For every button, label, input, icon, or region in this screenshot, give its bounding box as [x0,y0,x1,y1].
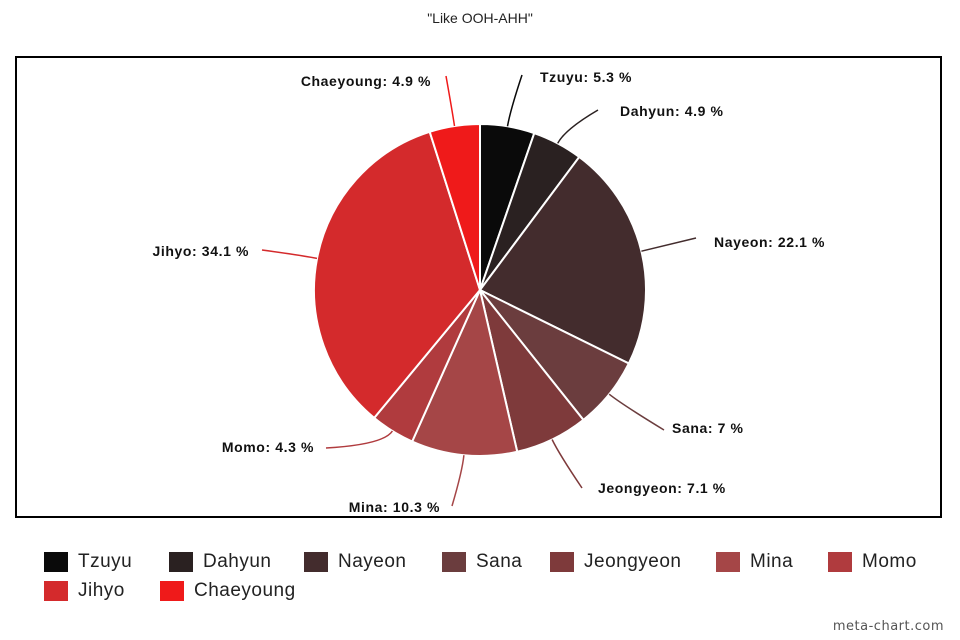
legend-swatch [44,552,68,572]
leader-line-mina [451,455,465,507]
data-label-sana: Sana: 7 % [672,420,744,436]
leader-line-tzuyu [506,74,523,127]
legend-swatch [304,552,328,572]
leader-line-dahyun [557,109,599,144]
data-label-jihyo: Jihyo: 34.1 % [152,243,249,259]
legend-item-mina: Mina [716,550,793,574]
legend-label: Mina [750,551,794,572]
watermark-text: meta-chart.com [832,619,944,634]
pie-slice-nayeon [478,155,647,365]
legend-label: Jeongyeon [584,551,682,572]
legend-label: Chaeyoung [194,580,296,601]
pie-slice-chaeyoung [428,122,481,291]
chart-frame [15,56,942,518]
legend-swatch [160,581,184,601]
legend-label: Tzuyu [78,551,133,572]
legend-item-jihyo: Jihyo [44,579,125,603]
legend-swatch [442,552,466,572]
legend-item-nayeon: Nayeon [304,550,407,574]
leader-line-chaeyoung [445,75,456,127]
legend-swatch [716,552,740,572]
leader-line-jihyo [261,249,318,260]
pie-chart: Tzuyu: 5.3 % Dahyun: 4.9 % Nayeon: 22.1 % S… [152,69,825,515]
legend-label: Jihyo [78,580,125,601]
legend-label: Sana [476,551,523,572]
leader-line-jeongyeon [551,439,583,489]
legend-swatch [169,552,193,572]
data-label-chaeyoung: Chaeyoung: 4.9 % [301,73,431,89]
pie-slice-mina [410,286,519,457]
data-label-dahyun: Dahyun: 4.9 % [620,103,724,119]
data-label-nayeon: Nayeon: 22.1 % [714,234,825,250]
legend-item-dahyun: Dahyun [169,550,272,574]
leader-line-momo [325,430,394,449]
legend-item-tzuyu: Tzuyu [44,550,132,574]
pie-slice-jihyo [313,130,482,420]
legend-label: Dahyun [203,551,272,572]
legend-label: Nayeon [338,551,407,572]
legend-swatch [44,581,68,601]
legend-item-momo: Momo [828,550,917,574]
legend-label: Momo [862,551,917,572]
legend-swatch [550,552,574,572]
legend-item-jeongyeon: Jeongyeon [550,550,681,574]
data-label-jeongyeon: Jeongyeon: 7.1 % [598,480,726,496]
chart-title: "Like OOH-AHH" [427,10,533,26]
legend-item-chaeyoung: Chaeyoung [160,579,296,603]
data-label-tzuyu: Tzuyu: 5.3 % [540,69,632,85]
leader-line-nayeon [641,237,697,252]
data-label-momo: Momo: 4.3 % [222,439,314,455]
legend-item-sana: Sana [442,550,522,574]
data-label-mina: Mina: 10.3 % [349,499,440,515]
legend-swatch [828,552,852,572]
leader-line-sana [608,393,665,431]
